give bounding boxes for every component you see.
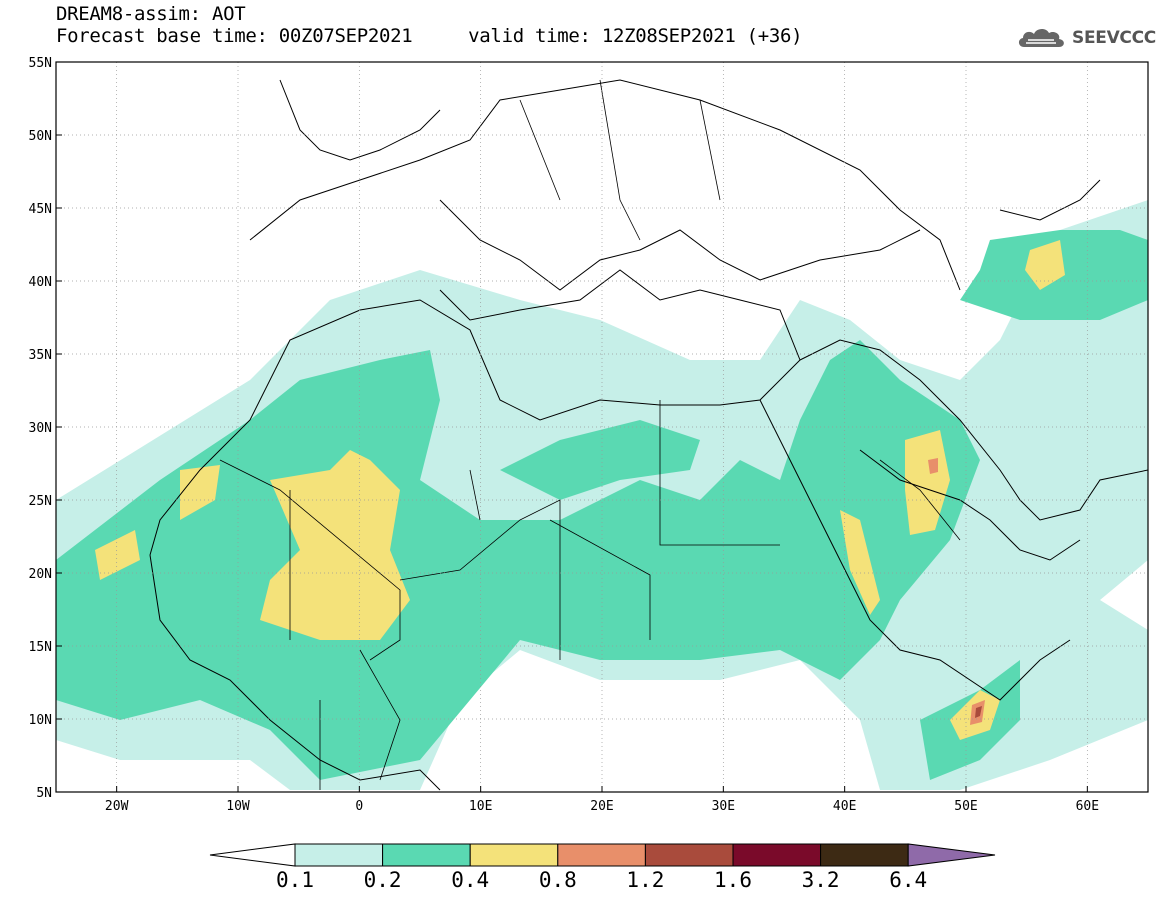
seevccc-logo: SEEVCCC bbox=[1016, 24, 1156, 52]
colorbar-segment bbox=[382, 843, 471, 867]
lat-tick-label: 45N bbox=[29, 202, 52, 217]
lon-tick-label: 10W bbox=[226, 799, 250, 814]
colorbar-label: 1.6 bbox=[714, 868, 752, 892]
lat-tick-label: 10N bbox=[29, 713, 52, 728]
lat-tick-label: 20N bbox=[29, 567, 52, 582]
colorbar-segment bbox=[644, 843, 734, 867]
colorbar-label: 1.2 bbox=[626, 868, 665, 892]
colorbar-label: 0.1 bbox=[276, 868, 314, 892]
borders bbox=[219, 79, 961, 790]
colorbar bbox=[209, 843, 996, 867]
colorbar-label: 0.2 bbox=[363, 868, 402, 892]
lon-tick-label: 0 bbox=[355, 799, 363, 814]
valid-time: valid time: 12Z08SEP2021 (+36) bbox=[468, 25, 803, 47]
colorbar-segment bbox=[820, 843, 909, 867]
lon-tick-label: 40E bbox=[833, 799, 856, 814]
lat-tick-label: 55N bbox=[29, 56, 52, 71]
lat-tick-label: 15N bbox=[29, 640, 52, 655]
colorbar-label: 0.8 bbox=[538, 868, 577, 892]
lon-tick-label: 30E bbox=[712, 799, 735, 814]
lon-tick-label: 20W bbox=[105, 799, 129, 814]
grid bbox=[56, 61, 1148, 793]
base-time: Forecast base time: 00Z07SEP2021 bbox=[56, 25, 413, 47]
coastlines bbox=[149, 79, 1148, 791]
colorbar-max-arrow bbox=[907, 843, 996, 867]
logo-text: SEEVCCC bbox=[1072, 28, 1156, 48]
latitude-axis: 55N 50N 45N 40N 35N 30N 25N 20N 15N 10N 5N bbox=[29, 56, 62, 801]
colorbar-label: 0.4 bbox=[451, 868, 490, 892]
lat-tick-label: 30N bbox=[29, 421, 52, 436]
colorbar-label: 6.4 bbox=[889, 868, 928, 892]
lat-tick-label: 50N bbox=[29, 129, 52, 144]
lat-tick-label: 35N bbox=[29, 348, 52, 363]
lat-tick-label: 5N bbox=[36, 786, 52, 801]
colorbar-segment bbox=[732, 843, 822, 867]
time-line: Forecast base time: 00Z07SEP2021 valid t… bbox=[56, 25, 803, 47]
colorbar-segment bbox=[294, 843, 384, 867]
lon-tick-label: 50E bbox=[954, 799, 977, 814]
lat-tick-label: 25N bbox=[29, 494, 52, 509]
lat-tick-label: 40N bbox=[29, 275, 52, 290]
lon-tick-label: 10E bbox=[469, 799, 492, 814]
cloud-icon bbox=[1018, 28, 1064, 47]
map-title: DREAM8-assim: AOT bbox=[56, 3, 246, 25]
longitude-axis: 20W 10W 0 10E 20E 30E 40E 50E 60E bbox=[105, 786, 1099, 814]
lon-tick-label: 20E bbox=[590, 799, 613, 814]
colorbar-segment bbox=[469, 843, 559, 867]
lon-tick-label: 60E bbox=[1076, 799, 1099, 814]
colorbar-min-arrow bbox=[209, 843, 296, 867]
colorbar-label: 3.2 bbox=[801, 868, 840, 892]
colorbar-segment bbox=[557, 843, 646, 867]
